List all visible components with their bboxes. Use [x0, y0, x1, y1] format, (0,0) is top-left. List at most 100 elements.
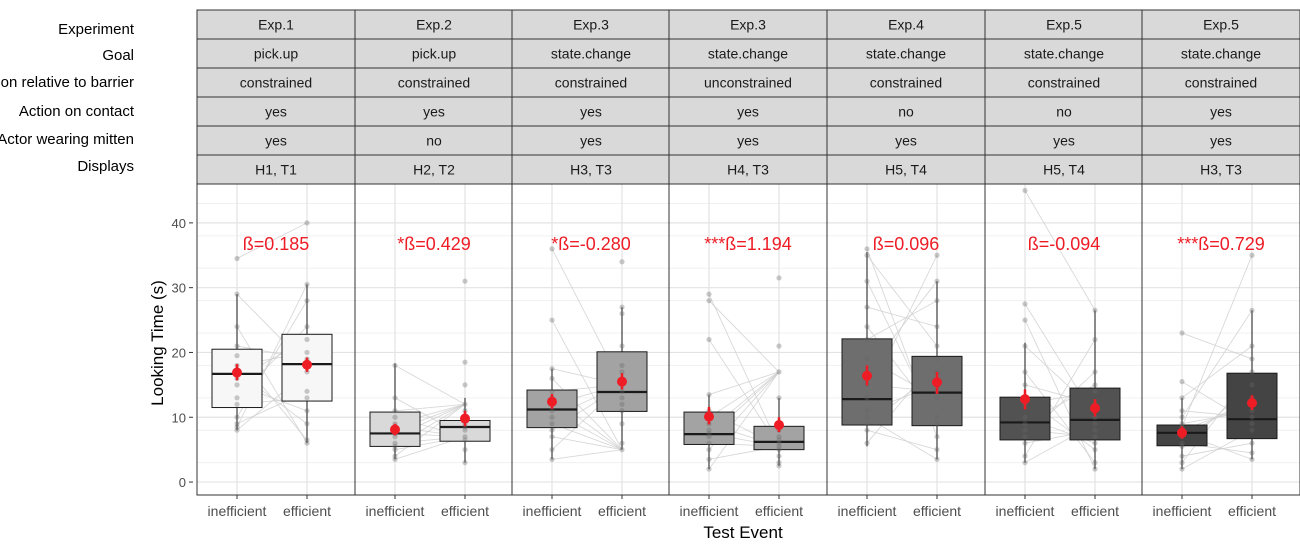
data-point [392, 414, 398, 420]
facet-strip [1141, 154, 1300, 185]
data-point [1092, 382, 1098, 388]
facet-strip-label: yes [580, 133, 602, 149]
data-point [864, 336, 870, 343]
facet-strip [511, 9, 671, 40]
data-point [1249, 343, 1255, 349]
facet-strip [196, 67, 356, 98]
facet-strip-label: Exp.3 [730, 17, 766, 33]
data-point [1022, 301, 1028, 307]
data-point [234, 424, 240, 430]
data-point [549, 447, 555, 453]
facet-strip-label: constrained [240, 75, 312, 91]
data-point [304, 281, 310, 288]
data-point [462, 447, 468, 453]
facet-strip-label: no [1056, 104, 1072, 120]
facet-strip-label: yes [895, 133, 917, 149]
data-point [234, 343, 240, 349]
facet-strip-label: pick.up [254, 46, 299, 62]
facet-strip-label: H2, T2 [413, 162, 455, 178]
data-point [1092, 427, 1098, 433]
data-point [392, 443, 398, 450]
data-point [1022, 460, 1028, 466]
data-point [234, 382, 240, 388]
data-point [304, 388, 310, 394]
subject-line [236, 222, 308, 259]
facet-strip [511, 125, 671, 156]
data-point [304, 220, 310, 226]
data-point [1022, 187, 1028, 194]
facet-strip-label: H5, T4 [1043, 162, 1085, 178]
data-point [392, 453, 398, 459]
data-point [392, 362, 398, 369]
facet-strip-label: constrained [398, 75, 470, 91]
facet-strip [1141, 96, 1300, 127]
data-point [304, 336, 310, 343]
data-point [864, 304, 870, 310]
facet-strip [826, 125, 986, 156]
data-point [934, 356, 940, 362]
data-point [1022, 434, 1028, 440]
facet-strip [984, 67, 1144, 98]
y-axis-title: Looking Time (s) [148, 280, 167, 406]
facet-strip-label: Exp.2 [416, 17, 452, 33]
facet-strip [984, 38, 1144, 69]
data-point [1249, 252, 1255, 258]
data-point [934, 434, 940, 440]
facet-strip [668, 125, 828, 156]
data-point [304, 349, 310, 356]
data-point [1179, 414, 1185, 420]
x-tick-label: inefficient [680, 503, 739, 519]
data-point [1179, 466, 1185, 472]
data-point [706, 434, 712, 440]
facet-strip [668, 96, 828, 127]
subject-line [394, 403, 466, 457]
facet-strip-label: constrained [1185, 75, 1257, 91]
subject-line [551, 319, 623, 450]
row-label: Experiment [58, 21, 135, 38]
x-axis-title: Test Event [703, 523, 783, 542]
data-point [934, 278, 940, 284]
data-point [706, 456, 712, 462]
data-point [864, 395, 870, 401]
facet-strip [826, 67, 986, 98]
subject-line [394, 365, 466, 405]
mean-point [1090, 403, 1100, 414]
data-point [706, 336, 712, 343]
data-point [304, 298, 310, 304]
facet-strip-label: Exp.3 [573, 17, 609, 33]
facet-strip-label: H3, T3 [570, 162, 612, 178]
data-point [549, 388, 555, 394]
data-point [1249, 440, 1255, 446]
y-tick-label: 40 [172, 216, 186, 231]
panel-border [1141, 183, 1300, 496]
data-point [234, 353, 240, 359]
data-point [776, 343, 782, 349]
data-point [864, 414, 870, 420]
data-point [1092, 447, 1098, 453]
beta-annotation: ***ß=1.194 [704, 234, 792, 254]
data-point [776, 440, 782, 446]
data-point [1092, 466, 1098, 472]
facet-strip [354, 125, 514, 156]
mean-point [774, 420, 784, 431]
data-point [462, 401, 468, 407]
mean-point [1177, 427, 1187, 438]
data-point [619, 259, 625, 265]
data-point [776, 460, 782, 466]
facet-strip-label: state.change [708, 46, 788, 62]
data-point [304, 395, 310, 401]
data-point [619, 440, 625, 446]
facet-strip [511, 38, 671, 69]
subject-line [708, 371, 780, 396]
facet-strip [668, 154, 828, 185]
data-point [234, 255, 240, 262]
facet-strip [196, 9, 356, 40]
data-point [1022, 414, 1028, 420]
data-point [234, 291, 240, 297]
data-point [1249, 427, 1255, 433]
facet-panels: Exp.1 pick.up constrained yes yes H1, T1 ß=0.1… [196, 9, 1300, 519]
data-point [462, 437, 468, 443]
data-point [776, 443, 782, 450]
data-point [549, 246, 555, 252]
data-point [304, 408, 310, 414]
